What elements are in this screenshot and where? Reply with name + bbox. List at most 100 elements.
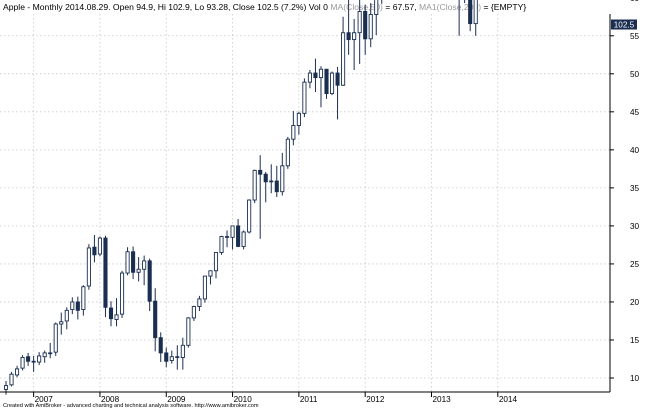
candle-body-up bbox=[59, 321, 64, 325]
y-tick-label: 40 bbox=[630, 146, 640, 155]
candle bbox=[252, 169, 257, 204]
x-tick-label: 2011 bbox=[300, 395, 318, 404]
candle-body-down bbox=[468, 0, 473, 25]
y-tick-label: 30 bbox=[630, 222, 640, 231]
candle bbox=[341, 16, 346, 86]
candle bbox=[158, 332, 163, 363]
candle bbox=[302, 78, 307, 118]
x-tick-label: 2009 bbox=[167, 395, 186, 404]
chart-header: Apple - Monthly 2014.08.29. Open 94.9, H… bbox=[3, 2, 526, 12]
candle-body-down bbox=[324, 68, 329, 95]
chart-footer: Created with AmiBroker - advanced charti… bbox=[3, 403, 259, 409]
candle bbox=[468, 0, 473, 32]
candle bbox=[258, 155, 263, 239]
candle-body-up bbox=[213, 252, 219, 272]
candle bbox=[208, 270, 213, 285]
candle bbox=[324, 68, 329, 99]
candle bbox=[213, 252, 219, 279]
candle-body-down bbox=[335, 72, 340, 86]
candle bbox=[318, 66, 324, 108]
candle bbox=[236, 219, 241, 248]
candle-body-up bbox=[269, 180, 274, 183]
candle bbox=[374, 0, 379, 36]
y-tick-label: 55 bbox=[630, 32, 640, 41]
candle-body-up bbox=[302, 81, 307, 114]
candle-body-down bbox=[164, 352, 169, 362]
x-tick-label: 2012 bbox=[366, 395, 385, 404]
candle-body-up bbox=[3, 385, 9, 390]
candle-body-up bbox=[329, 72, 335, 95]
candle-body-up bbox=[186, 317, 191, 346]
candle bbox=[230, 225, 235, 250]
candle bbox=[368, 3, 373, 48]
candle-body-up bbox=[169, 356, 174, 361]
candle-body-up bbox=[70, 301, 75, 311]
candle-body-up bbox=[114, 314, 119, 320]
candle bbox=[20, 355, 25, 371]
y-axis: 1015202530354045505560657075808590951001… bbox=[610, 0, 640, 383]
candle bbox=[224, 230, 230, 248]
candle-body-up bbox=[197, 298, 202, 307]
x-tick-label: 2014 bbox=[499, 395, 518, 404]
candle bbox=[180, 337, 185, 370]
candle bbox=[191, 305, 196, 321]
candle bbox=[114, 298, 119, 327]
candle bbox=[307, 69, 312, 89]
candle-body-up bbox=[42, 352, 47, 358]
candle bbox=[186, 317, 191, 348]
candle-body-up bbox=[142, 260, 147, 270]
candle bbox=[335, 66, 340, 120]
candle bbox=[363, 4, 368, 55]
candle bbox=[147, 258, 152, 312]
candle bbox=[3, 381, 9, 395]
candle-body-down bbox=[26, 356, 31, 362]
candle-body-down bbox=[236, 225, 241, 247]
y-tick-label: 50 bbox=[630, 70, 640, 79]
last-price-label: 102.5 bbox=[614, 21, 635, 30]
candle bbox=[136, 257, 141, 282]
candle bbox=[291, 111, 296, 146]
candle bbox=[75, 296, 80, 320]
candle-body-up bbox=[219, 236, 224, 253]
candles bbox=[3, 0, 478, 395]
candle bbox=[357, 0, 362, 64]
candle bbox=[352, 19, 357, 70]
candle bbox=[164, 347, 169, 368]
candle bbox=[153, 288, 158, 352]
candle-body-up bbox=[357, 10, 362, 34]
candle bbox=[86, 244, 91, 290]
candle bbox=[9, 371, 14, 387]
candle bbox=[42, 350, 47, 363]
grid bbox=[0, 14, 610, 392]
candle-body-down bbox=[31, 360, 36, 363]
candle-body-up bbox=[9, 373, 14, 386]
candle bbox=[280, 152, 285, 196]
candle bbox=[108, 301, 114, 327]
candle bbox=[241, 230, 246, 250]
candle-body-down bbox=[346, 32, 351, 41]
y-tick-label: 60 bbox=[630, 0, 640, 3]
candle bbox=[296, 111, 301, 135]
candle-body-up bbox=[352, 32, 357, 41]
candle-body-down bbox=[224, 236, 230, 238]
candle-body-down bbox=[103, 237, 108, 308]
y-tick-label: 45 bbox=[630, 108, 640, 117]
y-tick-label: 35 bbox=[630, 184, 640, 193]
candle-body-up bbox=[291, 125, 296, 140]
candle-body-down bbox=[147, 260, 152, 302]
candle-body-down bbox=[75, 301, 80, 311]
candle-body-up bbox=[64, 309, 69, 322]
candle-body-up bbox=[368, 14, 373, 40]
candle-body-up bbox=[97, 237, 102, 255]
candle-body-down bbox=[313, 72, 318, 79]
candle bbox=[92, 235, 97, 263]
candle-body-up bbox=[86, 247, 91, 287]
candle bbox=[131, 246, 136, 280]
candle-body-up bbox=[318, 68, 324, 79]
candle bbox=[263, 171, 268, 203]
last-price-badge: 102.5 bbox=[611, 19, 637, 30]
candle-body-down bbox=[175, 356, 180, 358]
candle bbox=[103, 235, 108, 318]
candle bbox=[70, 297, 75, 315]
